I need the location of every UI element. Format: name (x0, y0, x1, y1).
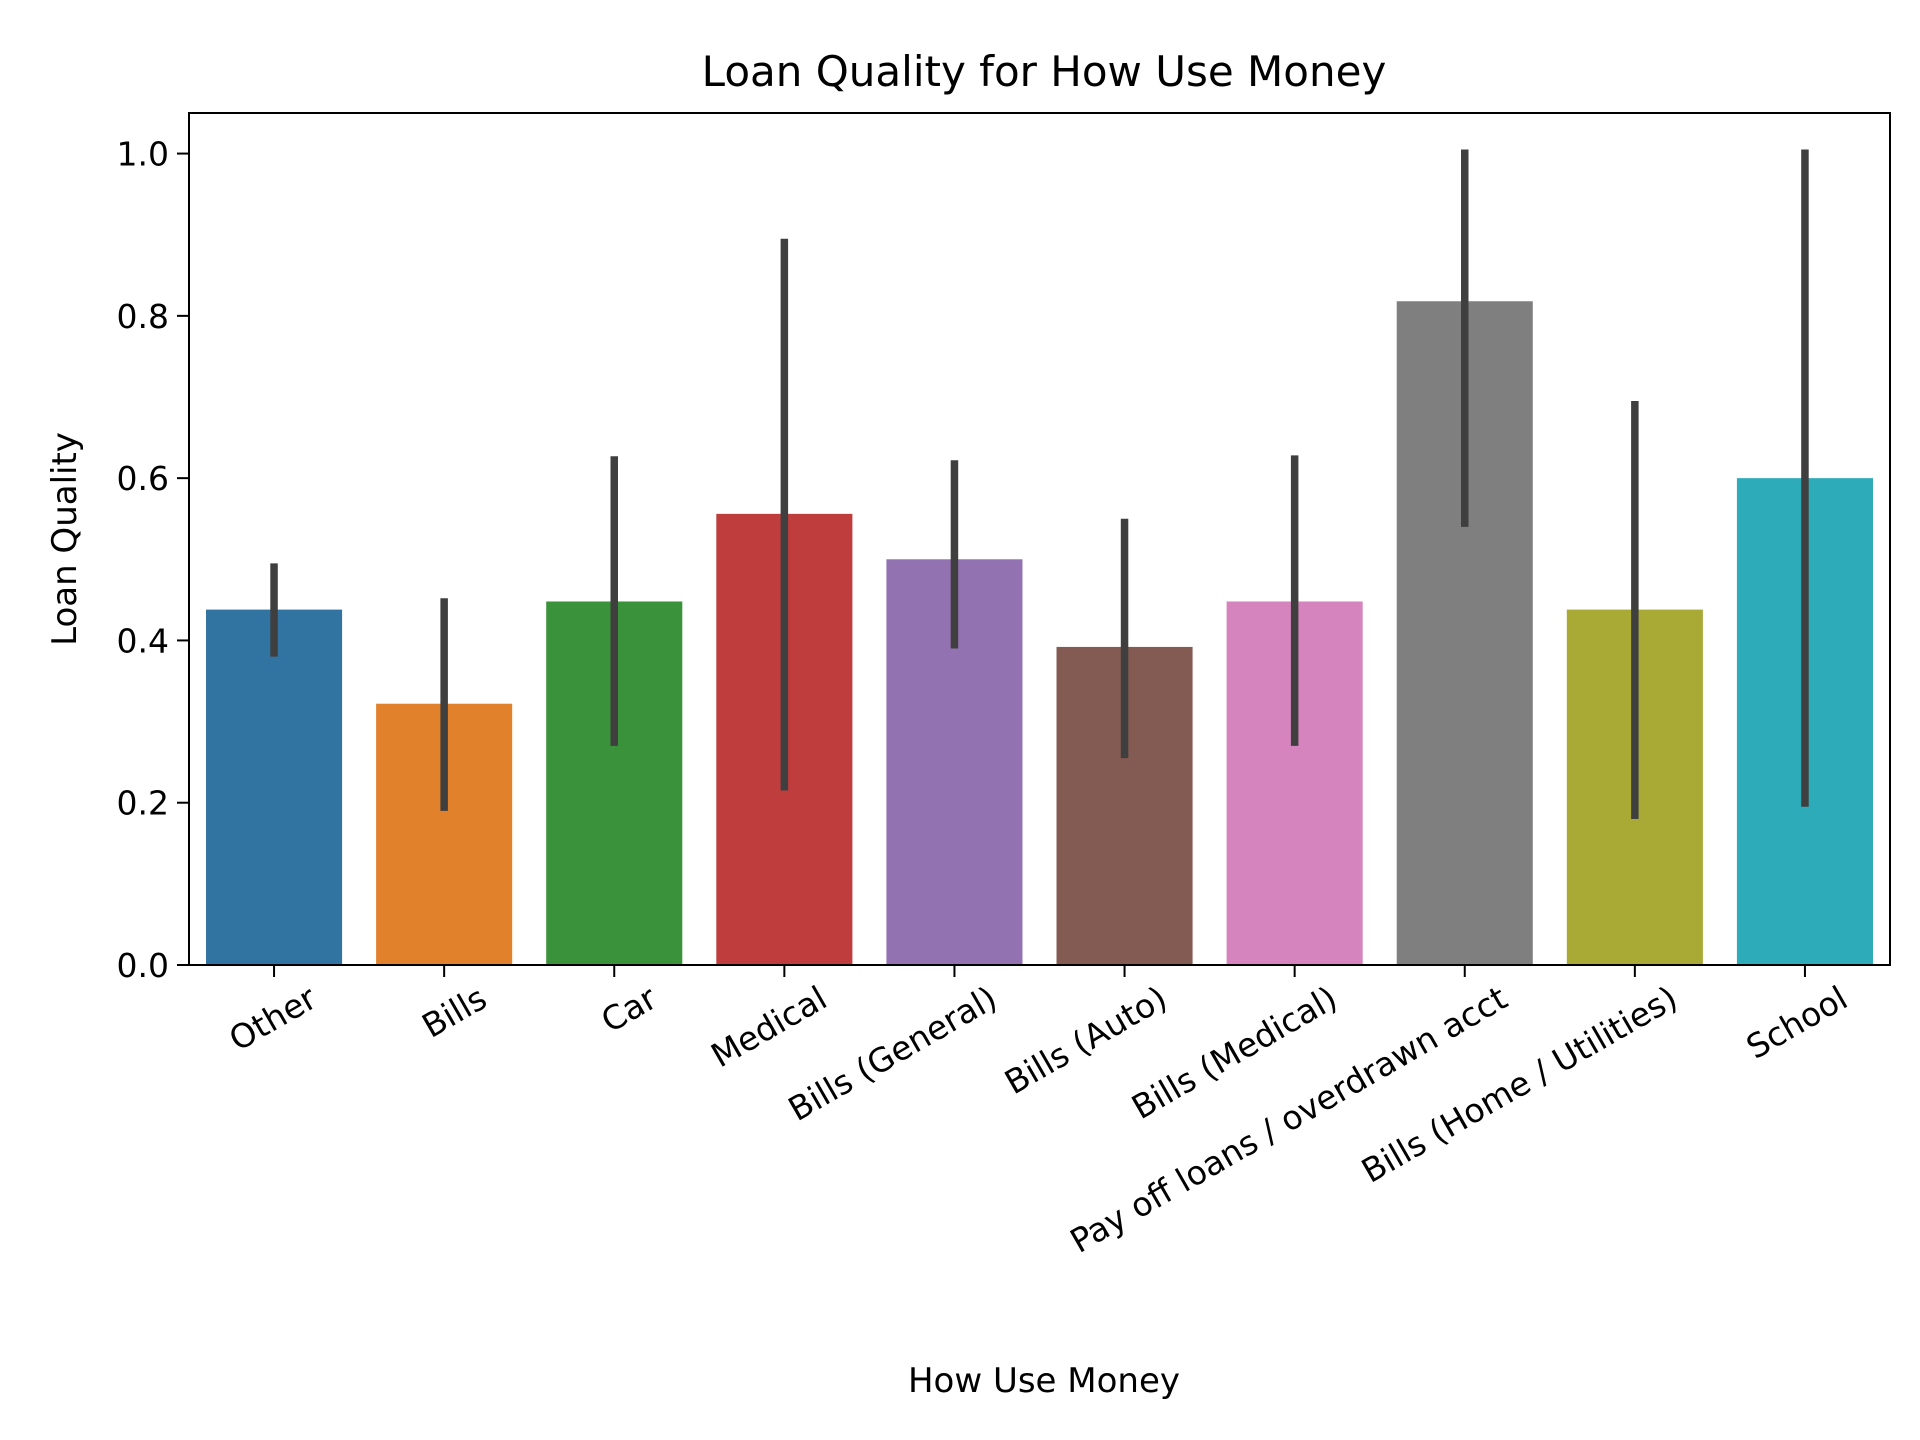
y-tick-label: 0.2 (117, 784, 169, 823)
y-tick-label: 0.0 (117, 946, 169, 985)
x-tick-label: Bills (415, 978, 493, 1045)
y-tick-label: 0.6 (117, 459, 169, 498)
y-axis: 0.0 0.2 0.4 0.6 0.8 1.0 (117, 135, 189, 985)
x-tick-label: Car (595, 978, 664, 1040)
x-tick-label: Bills (Home / Utilities) (1355, 978, 1684, 1190)
bars-group (206, 301, 1873, 965)
y-tick-label: 0.4 (117, 621, 169, 660)
y-tick-label: 1.0 (117, 135, 169, 174)
plot-frame (188, 112, 1891, 966)
x-tick-label: Medical (704, 978, 833, 1075)
bar (206, 609, 343, 965)
y-tick-label: 0.8 (117, 297, 169, 336)
y-axis-label: Loan Quality (45, 432, 85, 646)
x-axis-label: How Use Money (908, 1361, 1180, 1401)
chart-title: Loan Quality for How Use Money (702, 47, 1387, 96)
error-bars-group (270, 149, 1809, 819)
x-tick-label: School (1740, 978, 1854, 1067)
x-tick-label: Other (222, 978, 323, 1059)
